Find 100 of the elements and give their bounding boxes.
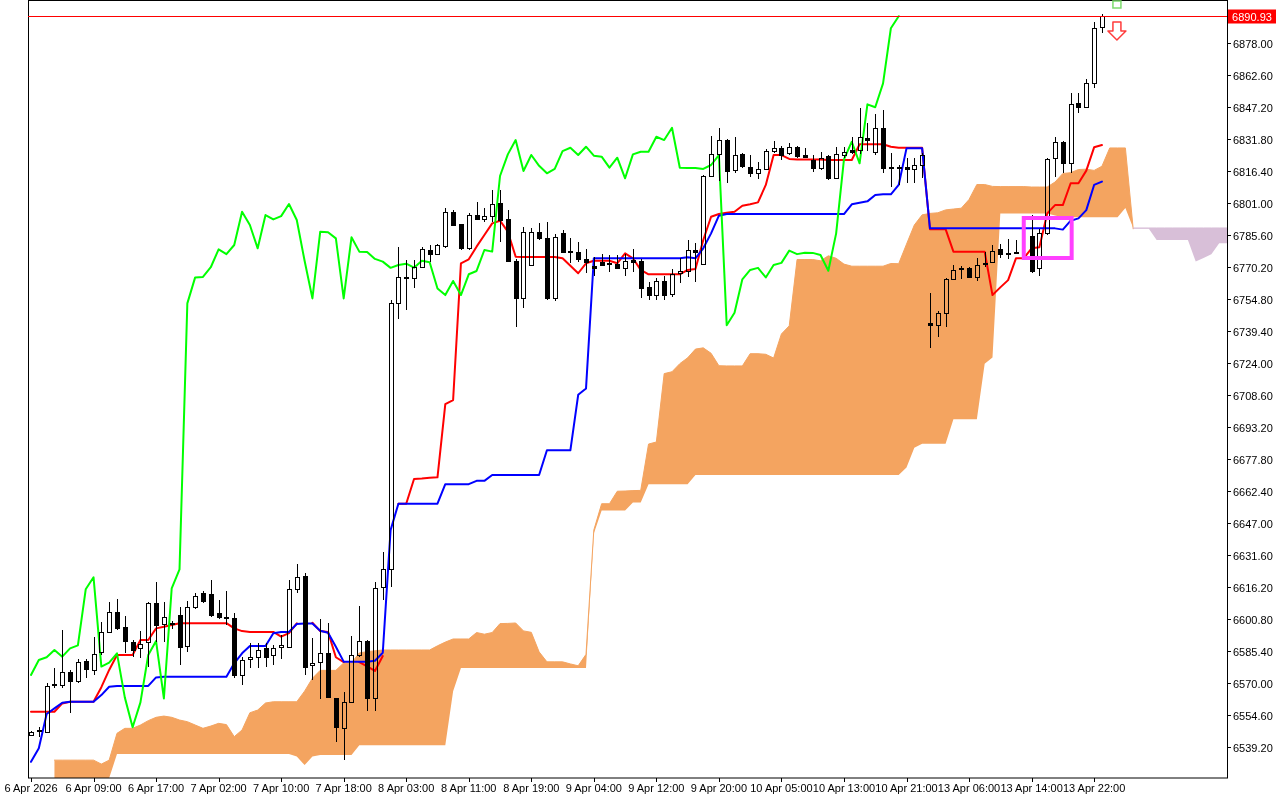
candlestick <box>264 642 269 668</box>
candlestick <box>420 246 425 269</box>
candlestick <box>701 174 706 266</box>
x-tick-label: 10 Apr 05:00 <box>750 782 813 794</box>
candlestick <box>1092 21 1097 89</box>
candlestick <box>975 257 980 282</box>
candlestick <box>498 189 503 243</box>
x-tick-label: 6 Apr 17:00 <box>127 782 185 794</box>
candlestick <box>521 226 526 309</box>
candlestick <box>725 138 730 184</box>
candlestick <box>404 259 409 311</box>
candlestick <box>1076 92 1081 114</box>
x-tick-label: 7 Apr 02:00 <box>190 782 247 794</box>
y-tick-label: 6724.00 <box>1233 357 1273 370</box>
x-tick-label: 8 Apr 11:00 <box>441 782 497 794</box>
candlestick <box>897 164 902 186</box>
candlestick <box>396 246 401 320</box>
candlestick <box>639 258 644 299</box>
candlestick <box>764 148 769 171</box>
x-tick-label: 13 Apr 06:00 <box>937 782 1001 794</box>
x-tick-label: 13 Apr 14:00 <box>1000 782 1063 794</box>
candlestick <box>1006 238 1011 260</box>
candlestick <box>295 563 300 594</box>
candlestick <box>615 254 620 270</box>
candlestick <box>131 639 136 658</box>
candlestick <box>428 244 433 263</box>
candlestick <box>107 601 112 634</box>
candlestick <box>146 601 151 668</box>
candlestick <box>45 682 50 734</box>
candlestick <box>490 189 495 223</box>
candlestick <box>1100 13 1105 34</box>
candlestick <box>834 146 839 180</box>
candlestick <box>52 667 57 689</box>
candlestick <box>592 256 597 277</box>
candlestick <box>1084 78 1089 109</box>
candlestick <box>68 669 73 714</box>
candlestick <box>545 221 550 301</box>
candlestick <box>240 656 245 686</box>
candlestick <box>678 257 683 284</box>
line-series <box>30 15 900 729</box>
y-tick-label: 6631.60 <box>1233 549 1273 562</box>
candlestick <box>76 658 81 684</box>
x-tick-label: 8 Apr 03:00 <box>378 782 435 794</box>
y-tick-label: 6677.80 <box>1233 453 1273 466</box>
candlestick <box>365 639 370 712</box>
candlestick <box>529 227 534 267</box>
candlestick <box>740 152 745 169</box>
y-tick-label: 6585.40 <box>1233 645 1273 658</box>
candlestick <box>803 147 808 159</box>
candlestick <box>811 154 816 173</box>
candlestick <box>303 572 308 676</box>
candlestick <box>576 241 581 263</box>
candlestick <box>967 266 972 279</box>
candlestick <box>224 590 229 626</box>
candlestick <box>310 637 315 681</box>
candlestick <box>779 146 784 161</box>
candlestick <box>1030 214 1035 274</box>
candlestick <box>912 157 917 184</box>
y-tick-label: 6816.40 <box>1233 165 1273 178</box>
candlestick <box>662 275 667 301</box>
candlestick <box>381 551 386 601</box>
candlestick <box>217 599 222 620</box>
candlestick <box>482 207 487 223</box>
candlestick <box>647 281 652 301</box>
candlestick <box>631 248 636 273</box>
y-tick-label: 6754.80 <box>1233 293 1273 306</box>
candlestick <box>201 590 206 604</box>
candlestick <box>654 277 659 301</box>
candlestick <box>881 109 886 174</box>
candlestick <box>1037 228 1042 277</box>
candlestick <box>1014 239 1019 255</box>
candlestick <box>193 592 198 610</box>
candlestick <box>772 140 777 154</box>
candlestick <box>1045 157 1050 236</box>
candlestick <box>232 612 237 679</box>
candlestick <box>209 579 214 618</box>
candlestick <box>686 239 691 278</box>
candlestick <box>326 622 331 699</box>
candlestick <box>944 277 949 328</box>
y-tick-label: 6539.20 <box>1233 741 1273 754</box>
candlestick <box>138 630 143 659</box>
candlestick <box>92 636 97 676</box>
y-tick-label: 6770.20 <box>1233 261 1273 274</box>
candlestick <box>850 136 855 155</box>
candlestick <box>756 161 761 180</box>
candlestick <box>693 242 698 283</box>
candlestick <box>858 107 863 155</box>
candlestick <box>115 598 120 631</box>
candlestick <box>600 253 605 267</box>
candlestick <box>795 145 800 159</box>
y-tick-label: 6662.40 <box>1233 485 1273 498</box>
candlestick <box>349 635 354 704</box>
candlestick <box>334 697 339 743</box>
y-tick-label: 6570.00 <box>1233 677 1273 690</box>
candlestick <box>318 618 323 700</box>
candlestick <box>905 157 910 184</box>
candlestick <box>467 212 472 251</box>
candlestick <box>279 634 284 660</box>
candlestick <box>185 600 190 653</box>
candlestick <box>435 243 440 256</box>
